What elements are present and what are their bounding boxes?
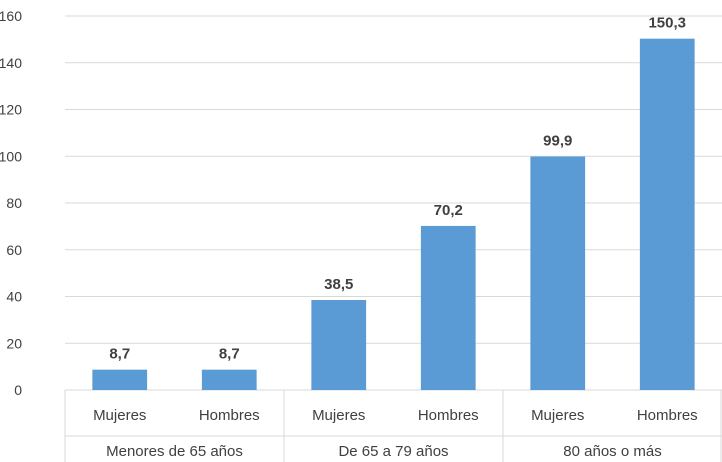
bars [92, 38, 695, 391]
labels: 8,7 Mujeres 8,7 Hombres Menores de 65 años 38… [93, 15, 698, 460]
y-tick-label: 0 [14, 382, 22, 398]
bar [311, 300, 367, 390]
group-label: Menores de 65 años [106, 443, 243, 460]
data-label: 150,3 [648, 15, 686, 32]
data-label: 38,5 [324, 276, 353, 293]
bar [639, 38, 695, 391]
bar [530, 156, 586, 390]
y-tick-label: 100 [0, 148, 22, 164]
y-tick-label: 80 [6, 195, 22, 211]
y-tick-label: 120 [0, 102, 22, 118]
y-tick-label: 140 [0, 55, 22, 71]
y-tick-label: 40 [6, 289, 22, 305]
x-tick-label: Hombres [418, 407, 479, 424]
x-tick-label: Hombres [637, 407, 698, 424]
y-tick-label: 160 [0, 8, 22, 24]
x-tick-label: Mujeres [93, 407, 146, 424]
bar [92, 369, 148, 390]
data-label: 70,2 [434, 202, 463, 219]
bar [201, 369, 257, 390]
x-tick-label: Hombres [199, 407, 260, 424]
group-label: De 65 a 79 años [338, 443, 448, 460]
axes: 0 20 40 60 80 100 120 140 160 [0, 8, 722, 462]
y-tick-label: 20 [6, 335, 22, 351]
group-label: 80 años o más [563, 443, 661, 460]
gridlines [65, 15, 722, 344]
bar [420, 225, 476, 390]
y-tick-label: 60 [6, 242, 22, 258]
data-label: 99,9 [543, 132, 572, 149]
x-tick-label: Mujeres [312, 407, 365, 424]
data-label: 8,7 [109, 346, 130, 363]
x-tick-label: Mujeres [531, 407, 584, 424]
data-label: 8,7 [219, 346, 240, 363]
